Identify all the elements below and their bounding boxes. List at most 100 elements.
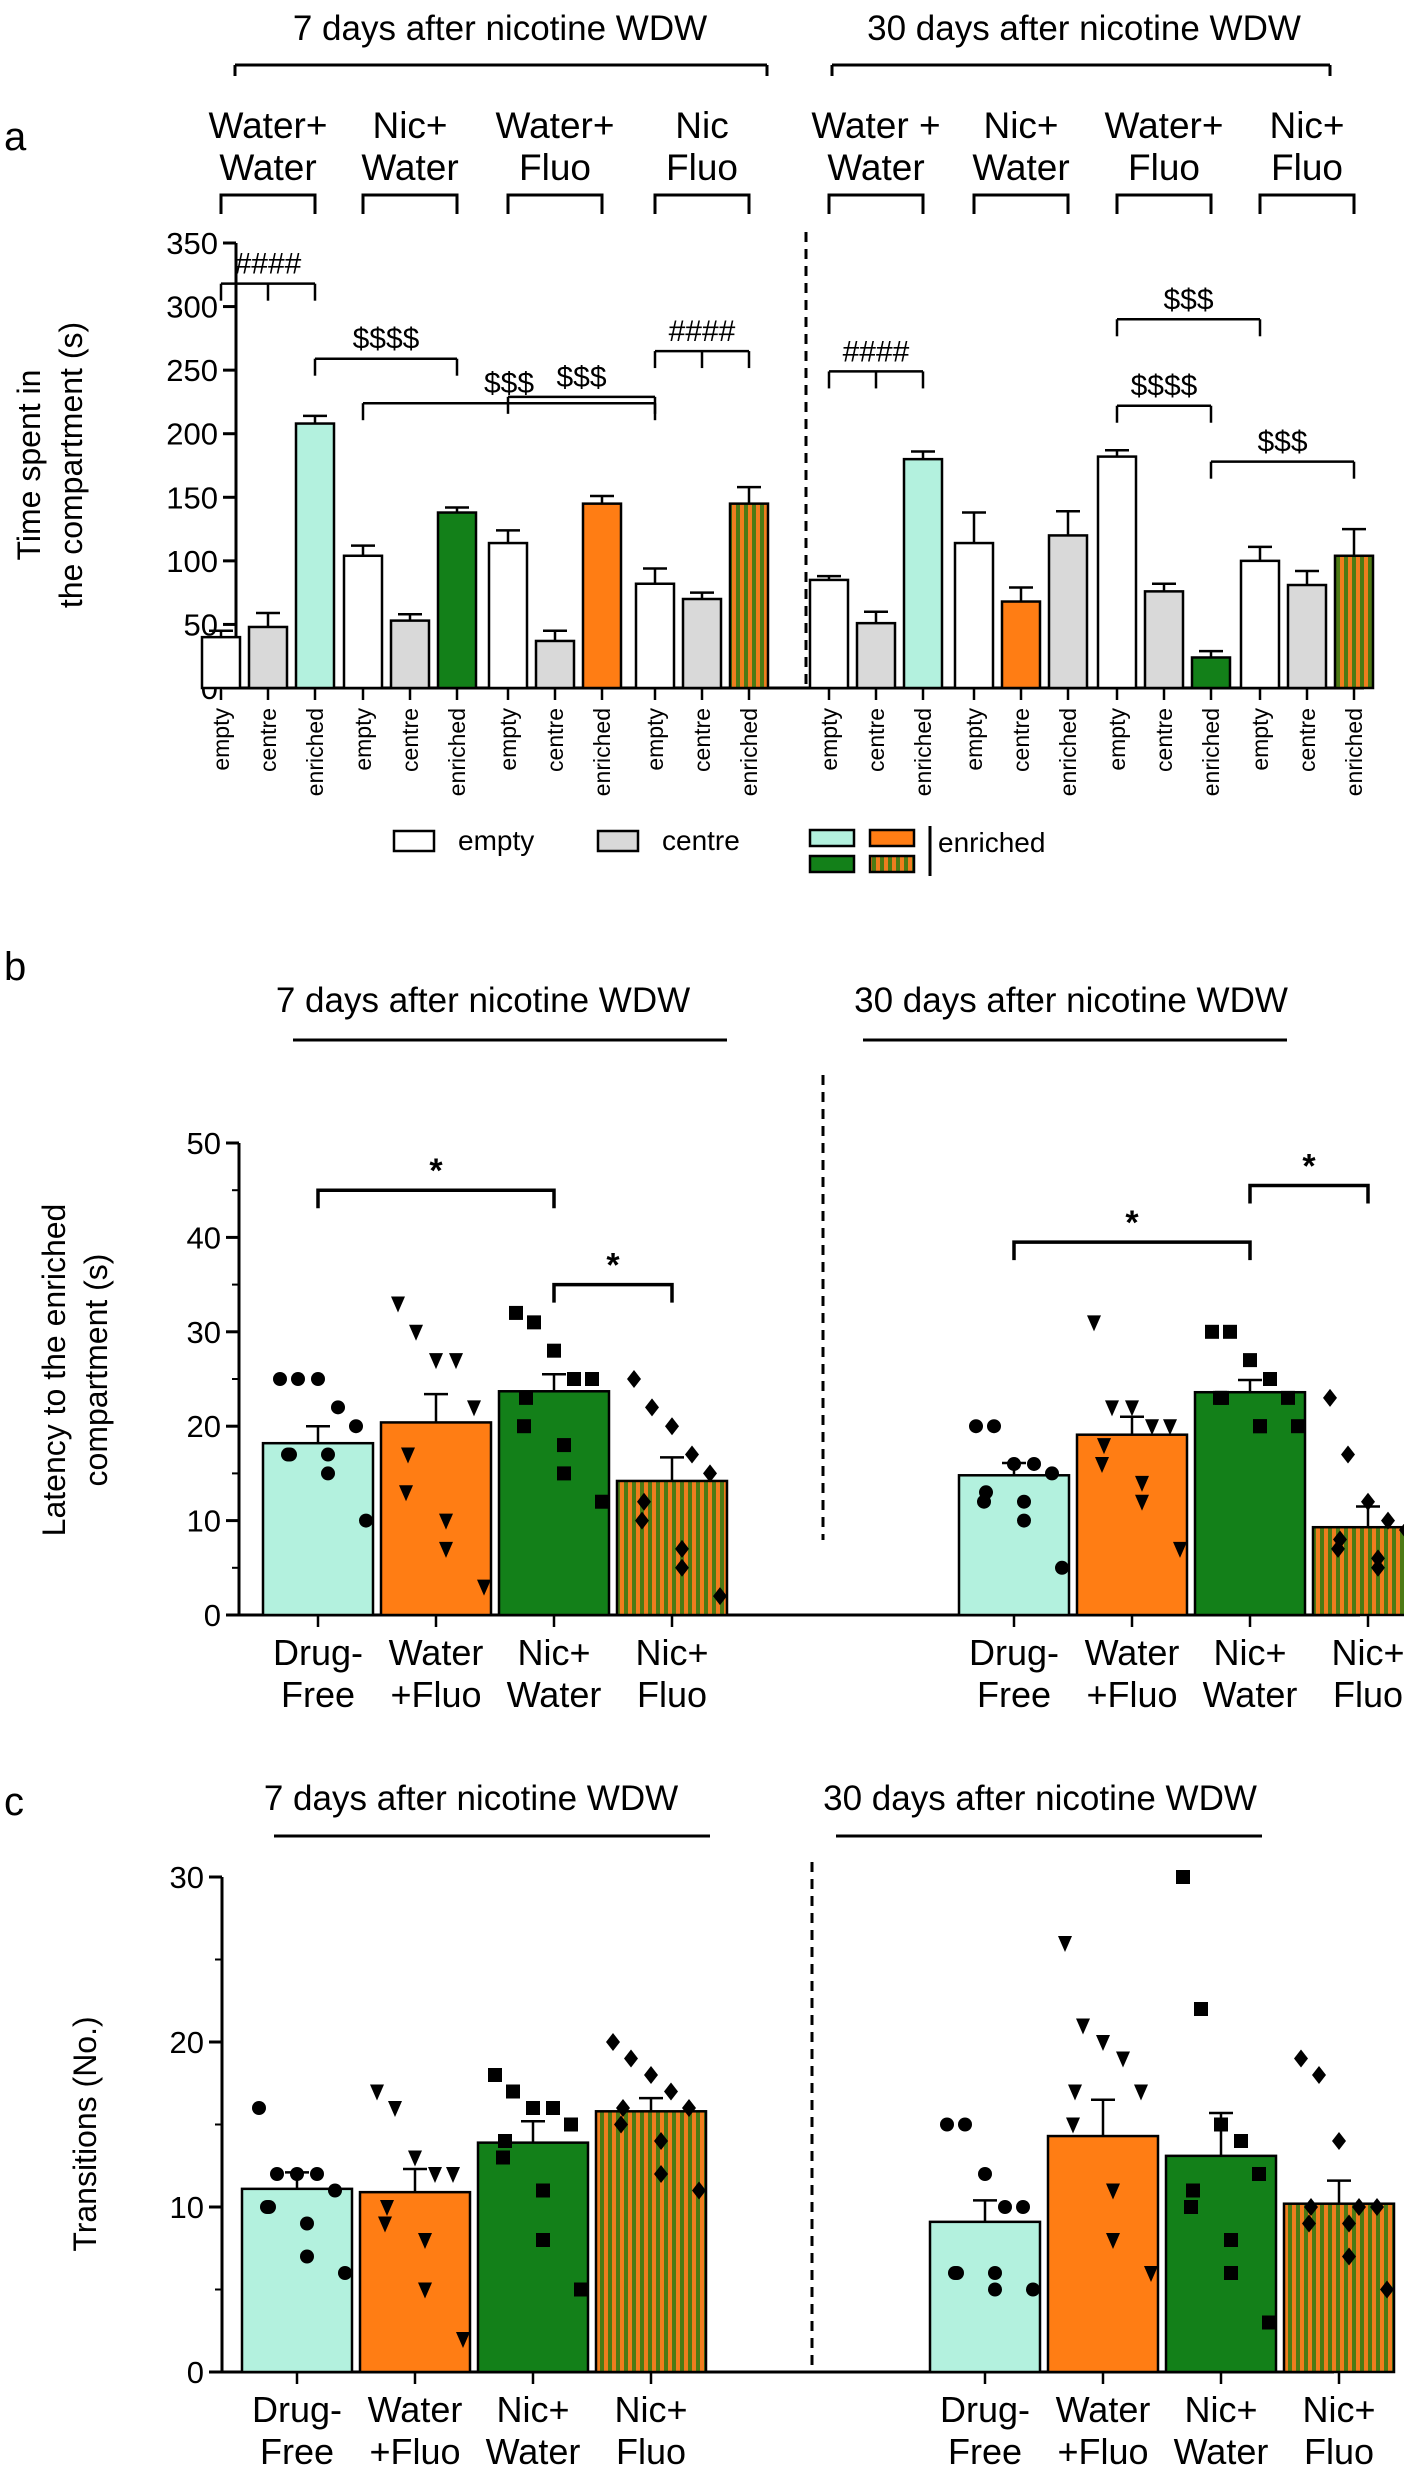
panel-c-data-point	[614, 2115, 628, 2134]
panel-c-x-label-line2: Fluo	[616, 2431, 686, 2472]
panel-c-data-point	[682, 2099, 696, 2117]
panel-a-x-category-label: enriched	[589, 708, 615, 796]
panel-c-data-point	[692, 2181, 706, 2200]
panel-a-x-category-label: enriched	[1055, 708, 1081, 796]
panel-b-bar	[379, 1421, 493, 1617]
panel-b-data-point	[477, 1579, 491, 1596]
panel-b-data-point	[1205, 1324, 1219, 1339]
panel-c-x-label-line1: Drug-	[252, 2389, 342, 2430]
panel-c-data-point	[456, 2332, 470, 2348]
panel-c-data-point	[388, 2101, 402, 2117]
panel-c-x-label-line2: Fluo	[1304, 2431, 1374, 2472]
panel-a-group-bracket	[653, 193, 751, 214]
panel-b-bar	[1311, 1525, 1404, 1617]
panel-a-x-category-label: empty	[208, 708, 234, 771]
panel-c-y-tick-label: 0	[187, 2355, 204, 2390]
panel-c-data-point	[948, 2266, 962, 2280]
panel-c-x-label-line1: Nic+	[1184, 2389, 1257, 2430]
panel-b-data-point	[359, 1513, 373, 1528]
panel-c-x-label-line2: +Fluo	[1057, 2431, 1148, 2472]
panel-a-content: 050100150200250300350emptycentreenriched…	[166, 105, 1375, 796]
panel-c-data-point	[1262, 2315, 1276, 2330]
panel-b-bar	[261, 1441, 375, 1617]
panel-a-group-label-line1: Water+	[1105, 105, 1224, 146]
panel-b-data-point	[1087, 1315, 1101, 1332]
panel-b-x-label-line2: +Fluo	[390, 1674, 481, 1715]
panel-b-data-point	[627, 1370, 641, 1388]
panel-a-group-label-line2: Fluo	[1271, 147, 1343, 188]
panel-c-data-point	[300, 2216, 314, 2231]
panel-c-data-point	[616, 2099, 630, 2117]
panel-a-y-tick-label: 300	[166, 290, 218, 325]
panel-a-y-tick-label: 350	[166, 226, 218, 261]
panel-c-data-point	[606, 2033, 620, 2051]
panel-b-data-point	[1055, 1560, 1069, 1575]
panel-b-data-point	[1371, 1549, 1385, 1568]
panel-b-x-label-line2: Free	[977, 1674, 1051, 1715]
panel-a-group-label-line1: Nic	[675, 105, 728, 146]
panel-b-data-point	[1173, 1541, 1187, 1558]
panel-b-x-label-line1: Drug-	[273, 1632, 363, 1673]
panel-b-x-label-line2: Free	[281, 1674, 355, 1715]
panel-a-bar-empty	[487, 541, 529, 690]
panel-b-data-point	[675, 1558, 689, 1577]
legend-enriched-label: enriched	[938, 827, 1045, 858]
panel-b-data-point	[349, 1419, 363, 1434]
panel-a-bar-enriched	[581, 502, 623, 690]
panel-a-group-label-line2: Water	[361, 147, 458, 188]
panel-b-data-point	[969, 1419, 983, 1434]
panel-a-bar-enriched	[1047, 534, 1089, 690]
panel-c-x-label-line1: Nic+	[496, 2389, 569, 2430]
panel-a-bar-enriched	[1333, 554, 1375, 690]
panel-b-data-point	[645, 1398, 659, 1417]
panel-b-data-point	[703, 1464, 717, 1483]
panel-b-data-point	[635, 1511, 649, 1530]
panel-b-data-point	[1323, 1388, 1337, 1407]
panel-b-x-label-line2: Fluo	[637, 1674, 707, 1715]
panel-b-data-point	[409, 1324, 423, 1341]
panel-b-data-point	[637, 1492, 651, 1511]
panel-c-data-point	[536, 2183, 550, 2198]
panel-c-data-point	[988, 2282, 1002, 2297]
panel-c-data-point	[1224, 2233, 1238, 2247]
panel-c-data-point	[574, 2282, 588, 2297]
panel-c-data-point	[1116, 2051, 1130, 2068]
panel-c-data-point	[1076, 2018, 1090, 2035]
panel-b-letter: b	[4, 945, 26, 989]
panel-b-bar	[1193, 1390, 1307, 1617]
panel-b-y-tick-label: 40	[187, 1220, 221, 1255]
panel-a-x-category-label: centre	[255, 708, 281, 772]
panel-a-bar-centre	[389, 619, 431, 690]
panel-c-x-label-line1: Water	[1056, 2389, 1151, 2430]
panel-b-bar	[615, 1479, 729, 1617]
panel-b-data-point	[449, 1353, 463, 1370]
panel-c-data-point	[998, 2200, 1012, 2214]
panel-c-x-label-line1: Nic+	[1302, 2389, 1375, 2430]
legend-centre-label: centre	[662, 825, 740, 856]
panel-a-group-label-line2: Water	[827, 147, 924, 188]
panel-a-bar-empty	[1239, 559, 1281, 690]
panel-c-data-point	[1234, 2134, 1248, 2148]
panel-b-data-point	[467, 1400, 481, 1417]
panel-b-significance-bracket	[1248, 1183, 1370, 1204]
panel-c-data-point	[1144, 2266, 1158, 2282]
panel-b-data-point	[291, 1372, 305, 1386]
panel-a-group-bracket	[1115, 193, 1213, 214]
legend-empty-swatch	[392, 829, 436, 853]
panel-b-data-point	[1105, 1400, 1119, 1417]
panel-b-data-point	[547, 1343, 561, 1358]
panel-c-data-point	[418, 2233, 432, 2249]
panel-c-x-label-line2: Water	[1174, 2431, 1269, 2472]
panel-b-data-point	[1095, 1456, 1109, 1473]
panel-c-bar	[1164, 2154, 1278, 2374]
panel-a-group-bracket	[972, 193, 1070, 214]
panel-c: c 7 days after nicotine WDW 30 days afte…	[4, 1779, 1396, 2472]
panel-c-data-point	[290, 2167, 304, 2181]
panel-c-data-point	[1252, 2167, 1266, 2181]
panel-c-header-30days: 30 days after nicotine WDW	[823, 1779, 1257, 1818]
panel-b-data-point	[1045, 1466, 1059, 1481]
panel-b-data-point	[311, 1372, 325, 1386]
panel-c-bar	[1046, 2134, 1160, 2374]
panel-b-data-point	[567, 1372, 581, 1386]
panel-b-x-label-line1: Nic+	[517, 1632, 590, 1673]
